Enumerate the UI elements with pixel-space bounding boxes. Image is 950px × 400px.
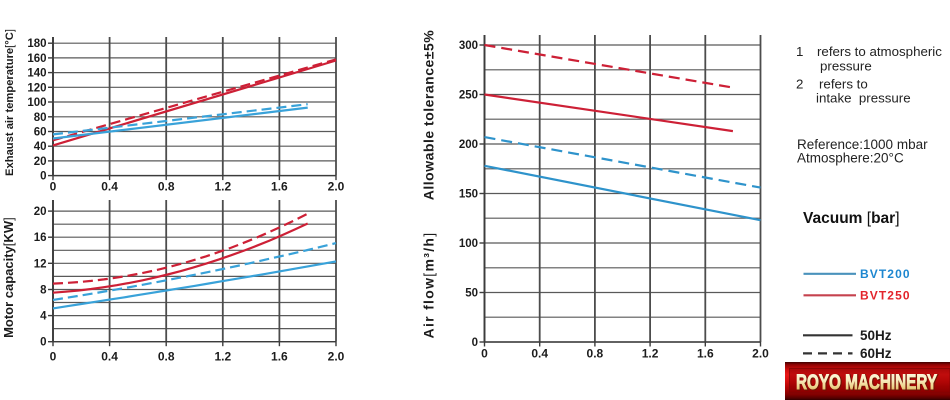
svg-text:4: 4 bbox=[40, 311, 47, 323]
svg-text:pressure: pressure bbox=[820, 59, 872, 74]
svg-text:1.2: 1.2 bbox=[214, 350, 231, 364]
svg-text:20: 20 bbox=[34, 206, 47, 218]
svg-text:8: 8 bbox=[40, 285, 47, 297]
svg-text:BVT200: BVT200 bbox=[860, 267, 911, 281]
svg-text:0.8: 0.8 bbox=[587, 347, 604, 361]
svg-text:300: 300 bbox=[459, 40, 478, 52]
svg-text:0.4: 0.4 bbox=[531, 347, 548, 361]
svg-text:Reference:1000 mbar: Reference:1000 mbar bbox=[797, 137, 928, 152]
svg-text:50: 50 bbox=[465, 288, 478, 300]
svg-text:0: 0 bbox=[40, 337, 46, 349]
svg-text:0: 0 bbox=[472, 337, 478, 349]
svg-text:Exhaust air temperature[°C]: Exhaust air temperature[°C] bbox=[4, 29, 16, 176]
svg-text:1.2: 1.2 bbox=[214, 180, 231, 194]
svg-text:ROYO MACHINERY: ROYO MACHINERY bbox=[796, 371, 937, 394]
svg-text:BVT250: BVT250 bbox=[860, 289, 911, 303]
svg-text:1.2: 1.2 bbox=[642, 347, 659, 361]
svg-text:160: 160 bbox=[27, 53, 46, 65]
svg-text:2.0: 2.0 bbox=[752, 347, 769, 361]
svg-text:Vacuum [bar]: Vacuum [bar] bbox=[803, 210, 900, 227]
svg-text:200: 200 bbox=[459, 139, 478, 151]
svg-text:100: 100 bbox=[459, 238, 478, 250]
svg-text:250: 250 bbox=[459, 90, 478, 102]
svg-text:2.0: 2.0 bbox=[328, 350, 345, 364]
svg-text:2.0: 2.0 bbox=[328, 180, 345, 194]
svg-text:0.8: 0.8 bbox=[158, 180, 175, 194]
svg-text:0: 0 bbox=[481, 347, 488, 361]
svg-text:1.6: 1.6 bbox=[271, 350, 288, 364]
svg-text:Motor capacity[KW]: Motor capacity[KW] bbox=[1, 217, 16, 338]
svg-text:1: 1 bbox=[796, 44, 803, 59]
svg-text:40: 40 bbox=[34, 141, 47, 153]
svg-text:refers to atmospheric: refers to atmospheric bbox=[817, 44, 942, 59]
svg-text:0: 0 bbox=[50, 180, 57, 194]
svg-text:150: 150 bbox=[459, 189, 478, 201]
svg-text:intake pressure: intake pressure bbox=[816, 91, 911, 106]
svg-text:120: 120 bbox=[27, 82, 46, 94]
svg-text:Allowable tolerance±5%: Allowable tolerance±5% bbox=[421, 30, 437, 200]
svg-text:60Hz: 60Hz bbox=[860, 346, 892, 361]
svg-text:Air flow[m³/h]: Air flow[m³/h] bbox=[421, 232, 437, 339]
svg-text:0: 0 bbox=[50, 350, 57, 364]
svg-text:100: 100 bbox=[27, 97, 46, 109]
svg-text:ROYO MACHINERY: ROYO MACHINERY bbox=[797, 372, 938, 395]
svg-text:1.6: 1.6 bbox=[271, 180, 288, 194]
svg-text:140: 140 bbox=[27, 68, 46, 80]
svg-text:16: 16 bbox=[34, 232, 47, 244]
svg-text:2: 2 bbox=[796, 77, 803, 92]
svg-text:1.6: 1.6 bbox=[697, 347, 714, 361]
svg-text:12: 12 bbox=[34, 258, 47, 270]
svg-text:0.8: 0.8 bbox=[158, 350, 175, 364]
svg-text:50Hz: 50Hz bbox=[860, 328, 892, 343]
svg-text:80: 80 bbox=[34, 112, 47, 124]
svg-text:180: 180 bbox=[27, 38, 46, 50]
svg-text:60: 60 bbox=[34, 127, 47, 139]
svg-text:refers to: refers to bbox=[819, 77, 868, 92]
svg-text:Atmosphere:20°C: Atmosphere:20°C bbox=[797, 151, 904, 166]
svg-text:0.4: 0.4 bbox=[101, 180, 118, 194]
svg-text:20: 20 bbox=[34, 156, 47, 168]
svg-text:0: 0 bbox=[40, 171, 46, 183]
svg-text:0.4: 0.4 bbox=[101, 350, 118, 364]
